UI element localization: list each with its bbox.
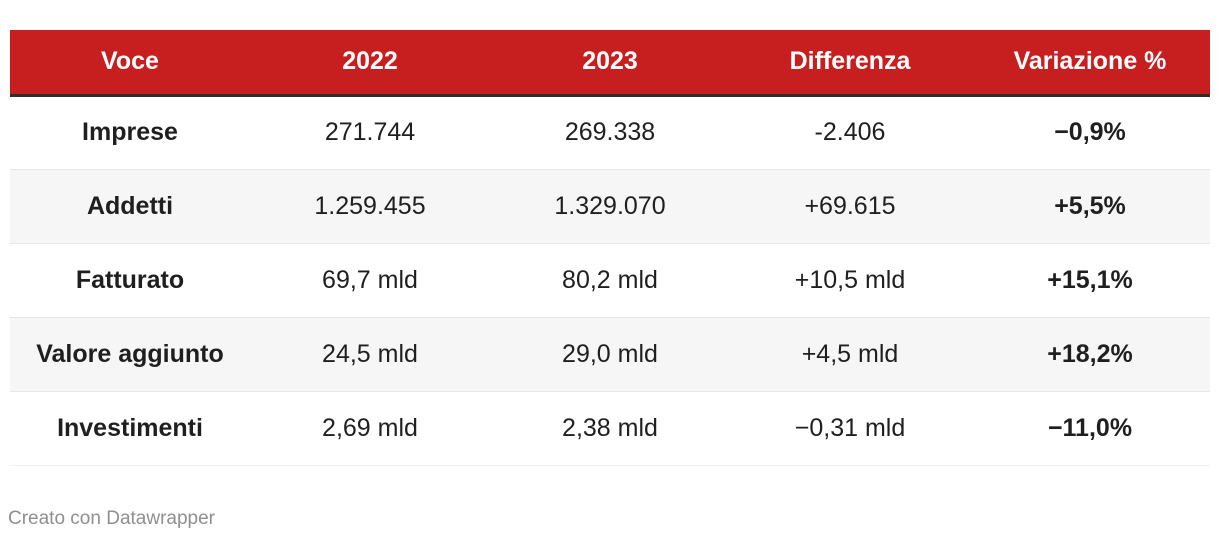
table-row-imprese: Imprese 271.744 269.338 -2.406 −0,9% [10, 95, 1210, 169]
cell-differenza: +69.615 [730, 168, 970, 243]
cell-2022: 271.744 [324, 118, 416, 146]
cell-differenza: +10,5 mld [730, 242, 970, 317]
cell-2022: 69,7 mld [250, 242, 490, 317]
data-table: Voce 2022 2023 Differenza Variazione % I… [10, 30, 1210, 466]
cell-differenza: −0,31 mld [730, 390, 970, 466]
cell-2023: 2,38 mld [490, 390, 730, 466]
column-header-2023: 2023 [490, 30, 730, 97]
column-header-variazione: Variazione % [970, 30, 1210, 97]
cell-voce: Investimenti [10, 390, 250, 466]
column-header-differenza: Differenza [730, 30, 970, 97]
cell-2023: 29,0 mld [490, 316, 730, 391]
cell-2023: 269.338 [564, 118, 656, 146]
cell-differenza: -2.406 [814, 118, 886, 146]
table-row-valore-aggiunto: Valore aggiunto 24,5 mld 29,0 mld +4,5 m… [10, 316, 1210, 391]
table-row-fatturato: Fatturato 69,7 mld 80,2 mld +10,5 mld +1… [10, 242, 1210, 317]
cell-2023: 80,2 mld [490, 242, 730, 317]
cell-2022: 24,5 mld [250, 316, 490, 391]
cell-voce: Addetti [10, 168, 250, 243]
header-row: Voce 2022 2023 Differenza Variazione % [10, 30, 1210, 97]
table-row-investimenti: Investimenti 2,69 mld 2,38 mld −0,31 mld… [10, 390, 1210, 466]
cell-voce: Fatturato [10, 242, 250, 317]
column-header-voce: Voce [10, 30, 250, 97]
cell-variazione: +15,1% [970, 242, 1210, 317]
cell-2022: 1.259.455 [250, 168, 490, 243]
datawrapper-credit-link[interactable]: Creato con Datawrapper [8, 508, 215, 529]
cell-variazione: +18,2% [970, 316, 1210, 391]
cell-variazione: −0,9% [1054, 118, 1126, 146]
cell-differenza: +4,5 mld [730, 316, 970, 391]
column-header-2022: 2022 [250, 30, 490, 97]
cell-variazione: −11,0% [970, 390, 1210, 466]
table-row-addetti: Addetti 1.259.455 1.329.070 +69.615 +5,5… [10, 168, 1210, 243]
cell-2023: 1.329.070 [490, 168, 730, 243]
cell-voce: Imprese [82, 118, 178, 146]
cell-2022: 2,69 mld [250, 390, 490, 466]
cell-variazione: +5,5% [970, 168, 1210, 243]
cell-voce: Valore aggiunto [10, 316, 250, 391]
